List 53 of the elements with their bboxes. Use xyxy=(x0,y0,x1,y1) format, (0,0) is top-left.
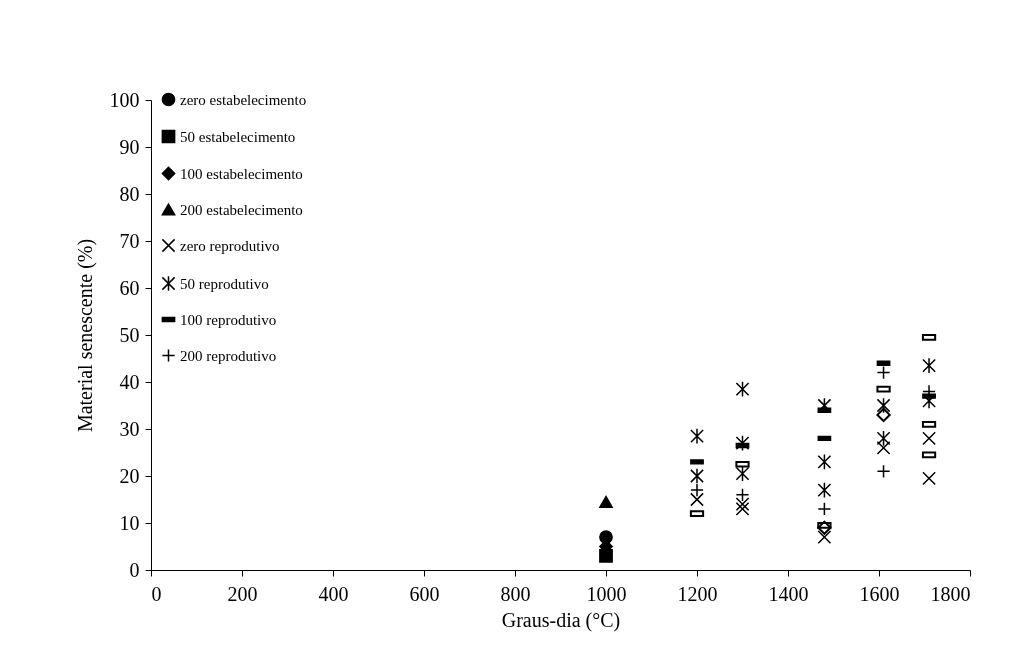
point xyxy=(690,467,704,485)
x-tick-label: 0 xyxy=(151,582,162,605)
y-tick-label: 10 xyxy=(119,511,140,534)
y-tick-label: 70 xyxy=(119,229,140,252)
y-tick-label: 60 xyxy=(119,276,140,299)
point xyxy=(735,435,750,452)
x-tick-label: 200 xyxy=(227,582,258,605)
point xyxy=(876,407,891,423)
point xyxy=(817,453,832,470)
point xyxy=(876,397,891,414)
point xyxy=(817,530,832,544)
legend-label: 100 reprodutivo xyxy=(180,311,277,328)
x-tick-label: 1200 xyxy=(677,582,718,605)
point xyxy=(735,502,750,516)
y-tick-label: 20 xyxy=(119,464,140,487)
y-tick-label: 100 xyxy=(109,88,140,111)
point xyxy=(876,440,891,455)
y-tick-label: 90 xyxy=(119,135,140,158)
y-tick-label: 40 xyxy=(119,370,140,393)
point xyxy=(876,430,891,447)
x-tick-label: 800 xyxy=(500,582,531,605)
point xyxy=(599,549,613,563)
legend-label: 200 estabelecimento xyxy=(180,201,303,218)
point xyxy=(690,427,704,445)
point xyxy=(817,502,832,516)
x-tick-label: 1600 xyxy=(859,582,900,605)
legend-label: 200 reprodutivo xyxy=(180,347,277,364)
y-tick-label: 30 xyxy=(119,417,140,440)
x-axis-title: Graus-dia (°C) xyxy=(501,608,621,632)
x-tick-label: 1000 xyxy=(586,582,627,605)
legend-label: zero estabelecimento xyxy=(180,91,307,108)
y-tick-label: 0 xyxy=(129,558,140,581)
legend-label: zero reprodutivo xyxy=(180,237,280,254)
point xyxy=(817,520,832,535)
point xyxy=(922,471,936,486)
point xyxy=(817,482,832,499)
point xyxy=(922,431,936,446)
y-axis-title: Material senescente (%) xyxy=(73,238,97,433)
point xyxy=(876,464,891,479)
legend-label: 50 reprodutivo xyxy=(180,275,269,292)
x-tick-label: 1800 xyxy=(930,582,971,605)
point xyxy=(876,365,891,380)
point xyxy=(735,465,750,482)
x-tick-label: 600 xyxy=(409,582,440,605)
x-tick-label: 400 xyxy=(318,582,349,605)
y-tick-label: 50 xyxy=(119,323,140,346)
point xyxy=(599,495,613,508)
legend-label: 50 estabelecimento xyxy=(180,128,296,145)
x-tick-label: 1400 xyxy=(768,582,809,605)
legend-label: 100 estabelecimento xyxy=(180,165,303,182)
point xyxy=(922,357,936,374)
point xyxy=(735,380,750,398)
y-tick-label: 80 xyxy=(119,182,140,205)
